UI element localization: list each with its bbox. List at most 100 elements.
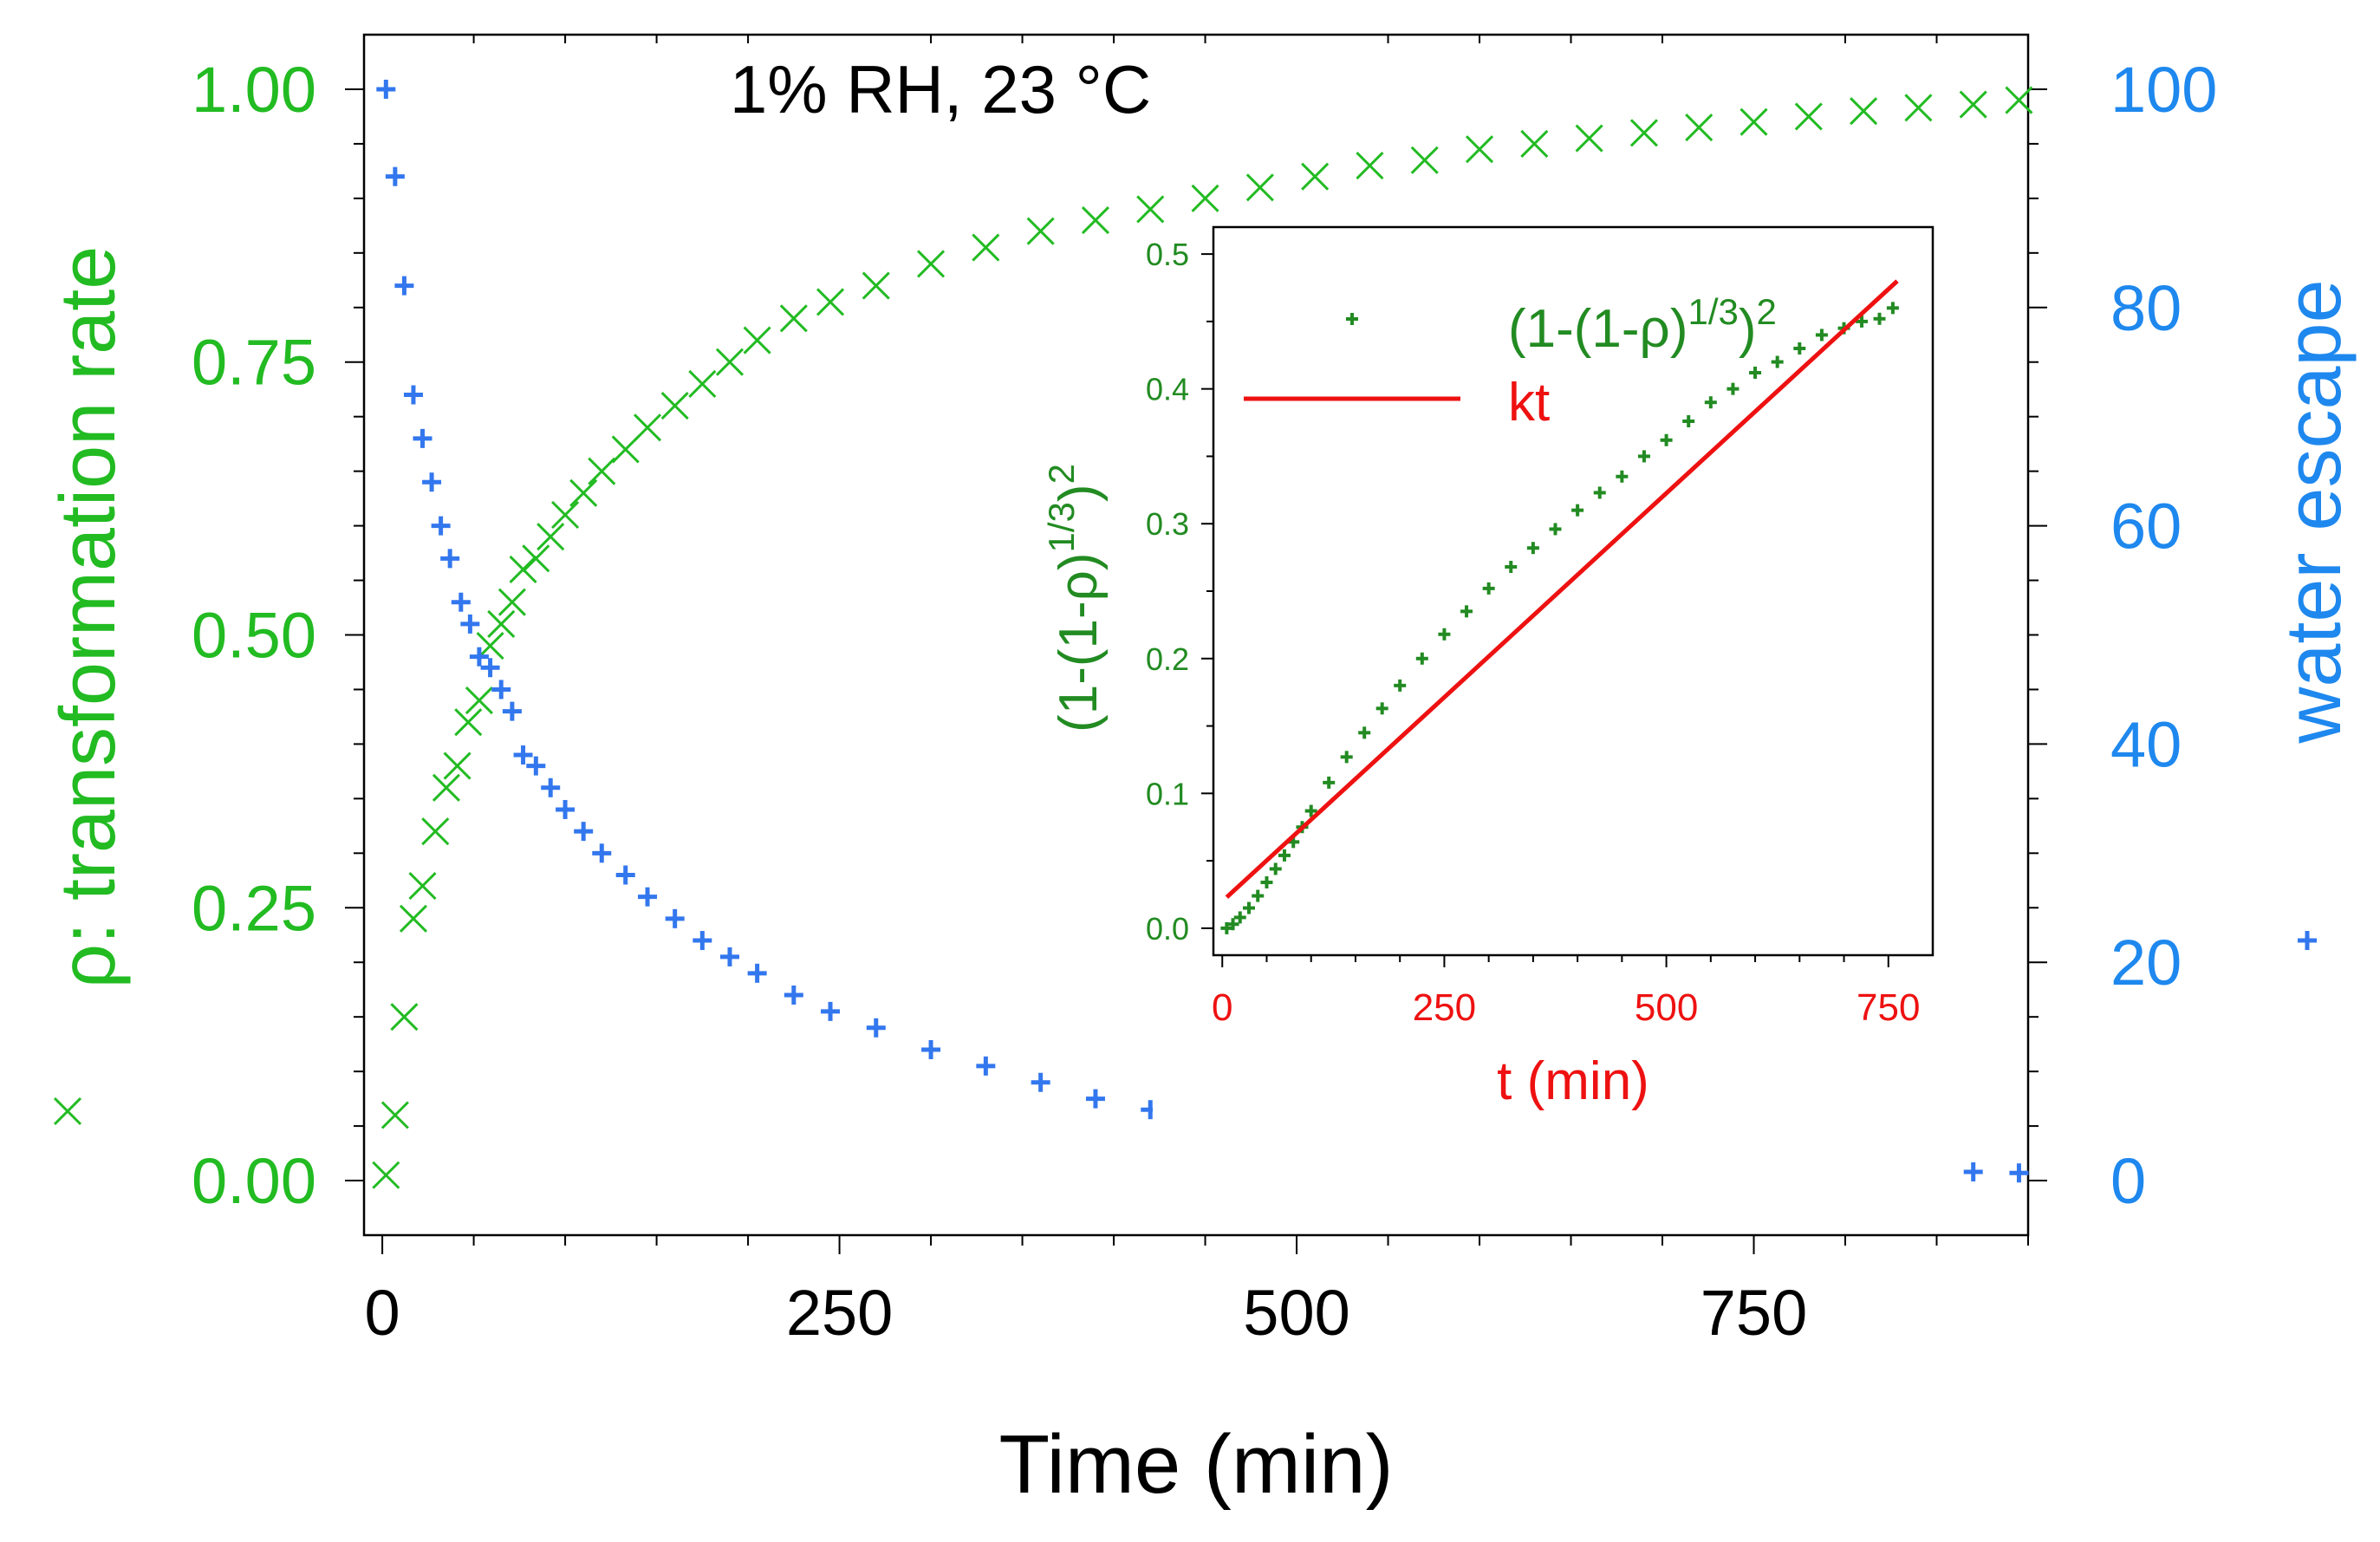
inset-point-27: [1660, 433, 1673, 446]
rho-point-30: [1026, 217, 1055, 245]
rho-point-34-b: [1245, 173, 1274, 202]
rho-point-47: [1959, 90, 1987, 119]
inset-point-16: [1415, 652, 1428, 665]
water-point-7: [440, 549, 460, 569]
rho-point-48: [2005, 86, 2033, 114]
rho-point-42: [1685, 113, 1713, 142]
inset-point-0: [1220, 921, 1233, 934]
rho-point-24-b: [743, 326, 771, 355]
rho-point-29-b: [972, 233, 1000, 262]
inset-x-tick-label-0: 0: [1212, 986, 1232, 1029]
inset-point-13: [1358, 726, 1371, 739]
rho-point-18: [588, 457, 616, 485]
inset-point-11: [1323, 776, 1336, 789]
main-ticks: 0 250 500 7500.000.250.500.751.000204060801…: [192, 35, 2217, 1349]
rho-point-16: [551, 500, 580, 530]
rho-point-43: [1739, 107, 1768, 136]
rho-point-4-b: [408, 872, 437, 901]
rho-point-19-b: [611, 435, 640, 464]
inset-point-14: [1375, 702, 1388, 715]
water-point-29: [921, 1039, 941, 1059]
rho-point-36-b: [1356, 152, 1384, 180]
chart-title: 1% RH, 23 °C: [730, 51, 1151, 127]
water-point-30: [976, 1056, 996, 1076]
rho-point-2: [390, 1003, 419, 1031]
y-left-tick-label-1: 0.25: [192, 872, 316, 944]
water-point-27: [821, 1001, 841, 1021]
inset-y-tick-label-5: 0.5: [1146, 237, 1189, 272]
rho-point-19: [611, 435, 640, 464]
legend-marker-water: [2298, 931, 2317, 950]
rho-point-4: [408, 872, 437, 901]
rho-point-26: [816, 288, 845, 316]
inset-point-21: [1526, 542, 1539, 555]
rho-point-27: [862, 271, 890, 300]
water-point-23: [693, 931, 712, 951]
rho-point-15-b: [536, 523, 565, 551]
inset-point-33: [1793, 342, 1806, 355]
rho-point-11: [487, 609, 516, 638]
y-right-tick-label-3: 60: [2110, 491, 2182, 563]
legend-x-mark-b: [53, 1096, 82, 1126]
inset-legend-plus: [1346, 313, 1358, 325]
rho-point-31-b: [1081, 205, 1110, 235]
rho-point-14-b: [522, 544, 550, 573]
inset-point-36: [1856, 315, 1869, 328]
y-left-axis-label: ρ: transformation rate: [45, 246, 132, 989]
inset-point-3: [1242, 901, 1255, 914]
rho-point-24: [743, 326, 771, 355]
water-point-10: [469, 647, 489, 667]
inset-y-label-sup1: 1/3: [1041, 502, 1082, 552]
inset-y-tick-label-4: 0.4: [1146, 372, 1189, 407]
inset-point-18: [1460, 605, 1473, 618]
water-point-6: [431, 516, 451, 536]
inset-x-axis-label: t (min): [1497, 1051, 1649, 1111]
rho-point-12-b: [497, 588, 526, 616]
rho-point-11-b: [487, 609, 516, 638]
inset-legend-label-kt: kt: [1508, 373, 1550, 433]
water-point-9: [460, 614, 480, 634]
water-point-0: [376, 79, 396, 99]
water-point-26: [784, 986, 803, 1005]
y-right-tick-label-2: 40: [2110, 708, 2182, 780]
water-point-5: [422, 472, 442, 492]
inset-y-label-close: ): [1049, 484, 1109, 502]
rho-point-42-b: [1685, 113, 1713, 142]
water-point-18: [574, 822, 594, 842]
water-point-17: [556, 799, 575, 819]
rho-point-10-b: [476, 632, 504, 660]
water-point-20: [615, 865, 635, 885]
rho-point-33-b: [1191, 184, 1219, 212]
rho-point-3-b: [399, 904, 428, 933]
inset-legend-marker: [1346, 313, 1358, 325]
rho-point-29: [972, 233, 1000, 262]
rho-point-0: [372, 1161, 400, 1189]
rho-point-17-b: [569, 478, 598, 507]
rho-point-13-b: [509, 555, 537, 584]
rho-point-15: [536, 523, 565, 551]
water-point-2: [394, 276, 414, 296]
water-point-15: [526, 756, 546, 776]
rho-point-46: [1904, 94, 1933, 122]
inset-point-10: [1304, 804, 1317, 817]
rho-point-22-b: [688, 369, 717, 398]
rho-point-39: [1520, 129, 1549, 158]
water-point-1: [385, 166, 405, 186]
rho-point-23-b: [715, 348, 745, 376]
rho-point-25: [779, 304, 808, 333]
water-point-11: [480, 658, 500, 678]
inset-fit-line-kt: [1225, 279, 1899, 899]
rho-point-0-b: [372, 1161, 400, 1189]
water-point-19: [592, 843, 612, 863]
rho-point-36: [1356, 152, 1384, 180]
legend-plus-mark: [2298, 931, 2317, 950]
rho-point-40: [1575, 124, 1603, 153]
rho-point-26-b: [816, 288, 845, 316]
water-point-24: [719, 947, 739, 966]
rho-point-9-b: [465, 686, 493, 715]
inset-point-1: [1226, 918, 1239, 931]
inset-legend-sup1: 1/3: [1687, 291, 1738, 332]
inset-legend-close: ): [1739, 299, 1757, 359]
inset-point-34: [1815, 329, 1828, 342]
rho-point-30-b: [1026, 217, 1055, 245]
